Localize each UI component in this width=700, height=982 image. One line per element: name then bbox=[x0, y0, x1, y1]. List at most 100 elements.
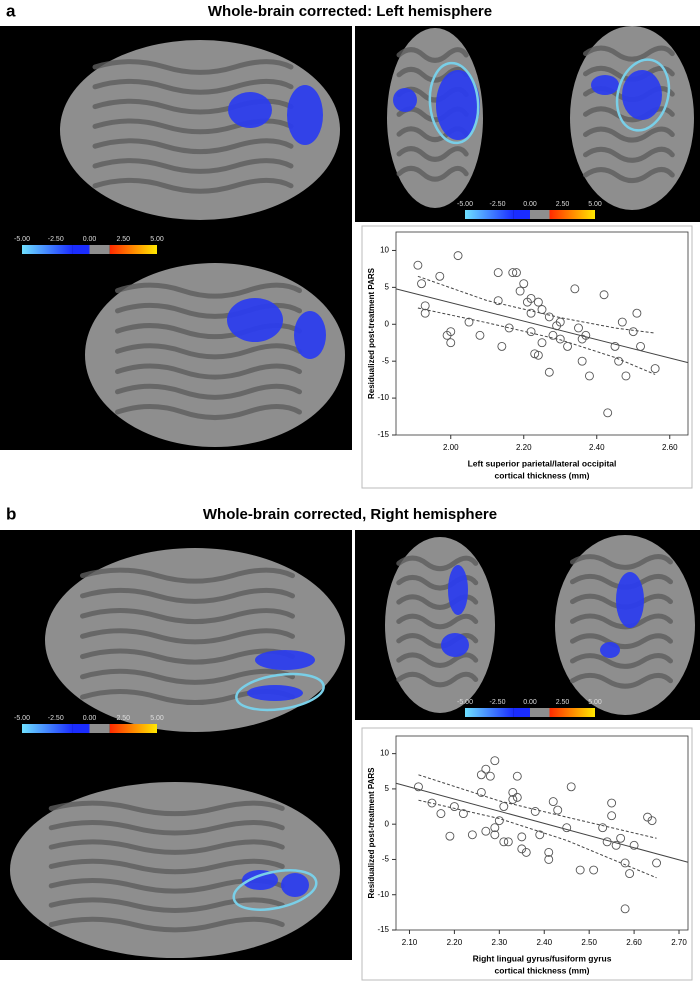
data-point bbox=[602, 837, 612, 847]
data-point bbox=[617, 317, 627, 327]
activation bbox=[616, 572, 644, 628]
data-point bbox=[490, 756, 500, 766]
colorbar-label: 2.50 bbox=[556, 201, 570, 208]
ci-line bbox=[418, 774, 657, 839]
brain-sulcus bbox=[396, 613, 479, 630]
data-point bbox=[555, 334, 565, 344]
brain-sulcus bbox=[80, 587, 295, 604]
brain-sulcus bbox=[583, 167, 675, 184]
colorbar-warm bbox=[109, 724, 157, 733]
data-point bbox=[427, 798, 437, 808]
y-tick-label: -5 bbox=[382, 855, 390, 864]
brain-sulcus bbox=[92, 158, 294, 174]
data-point bbox=[493, 268, 503, 278]
activation bbox=[281, 873, 309, 897]
data-point bbox=[533, 297, 543, 307]
colorbar-label: -2.50 bbox=[48, 236, 64, 243]
x-tick-label: 2.60 bbox=[626, 938, 642, 947]
data-point bbox=[517, 832, 527, 842]
panel-label: b bbox=[6, 504, 16, 523]
data-point bbox=[446, 338, 456, 348]
data-point bbox=[417, 279, 426, 289]
data-point bbox=[650, 364, 660, 374]
data-point bbox=[481, 764, 491, 774]
colorbar-label: 0.00 bbox=[83, 236, 97, 243]
data-point bbox=[629, 840, 639, 850]
data-point bbox=[562, 823, 572, 833]
brain-sulcus bbox=[570, 613, 673, 630]
data-point bbox=[515, 286, 525, 296]
data-point bbox=[420, 301, 430, 311]
data-point bbox=[530, 807, 540, 816]
colorbar-gray bbox=[530, 708, 550, 717]
data-point bbox=[508, 795, 518, 804]
data-point bbox=[544, 847, 554, 857]
ci-line bbox=[418, 799, 657, 879]
data-point bbox=[475, 330, 485, 340]
data-point bbox=[493, 296, 503, 306]
data-point bbox=[420, 308, 430, 318]
x-axis-label: Right lingual gyrus/fusiform gyrus bbox=[473, 953, 612, 963]
colorbar-blue bbox=[72, 245, 90, 254]
brain-sulcus bbox=[48, 800, 285, 817]
brain-sulcus bbox=[583, 146, 675, 163]
y-tick-label: 0 bbox=[385, 319, 390, 328]
x-tick-label: 2.40 bbox=[536, 938, 552, 947]
brain-sulcus bbox=[570, 653, 673, 669]
colorbar-label: 5.00 bbox=[150, 236, 164, 243]
data-point bbox=[521, 847, 531, 857]
colorbar-cool bbox=[465, 210, 514, 219]
data-point bbox=[537, 338, 547, 348]
data-point bbox=[636, 341, 645, 351]
colorbar-label: -2.50 bbox=[490, 699, 506, 706]
x-tick-label: 2.00 bbox=[443, 443, 459, 452]
brain-sulcus bbox=[80, 668, 295, 685]
data-point bbox=[570, 284, 580, 294]
roi-ring bbox=[235, 672, 325, 712]
colorbar-blue bbox=[513, 708, 530, 717]
y-tick-label: -10 bbox=[377, 890, 389, 899]
data-point bbox=[526, 327, 536, 337]
x-tick-label: 2.10 bbox=[402, 938, 418, 947]
activation bbox=[227, 298, 283, 342]
brain-sulcus bbox=[80, 608, 295, 625]
colorbar-cool bbox=[465, 708, 514, 717]
colorbar-label: -5.00 bbox=[457, 699, 473, 706]
colorbar-cool bbox=[22, 245, 73, 254]
data-point bbox=[485, 771, 495, 781]
data-point bbox=[446, 327, 456, 337]
ci-line bbox=[417, 275, 656, 334]
colorbar-blue bbox=[72, 724, 90, 733]
x-tick-label: 2.20 bbox=[516, 443, 532, 452]
brain-sulcus bbox=[115, 404, 302, 420]
plot-area bbox=[395, 231, 689, 436]
y-tick-label: -5 bbox=[382, 356, 390, 365]
colorbar-warm bbox=[549, 708, 595, 717]
data-point bbox=[508, 787, 518, 797]
brain-sulcus bbox=[48, 916, 285, 933]
data-point bbox=[490, 823, 500, 833]
colorbar-cool bbox=[22, 724, 73, 733]
data-point bbox=[414, 782, 423, 792]
brain-sulcus bbox=[92, 138, 294, 155]
data-point bbox=[625, 869, 635, 879]
activation bbox=[255, 650, 315, 670]
data-point bbox=[585, 371, 594, 381]
brain-sulcus bbox=[48, 839, 285, 855]
brain-sulcus bbox=[80, 567, 295, 584]
activation bbox=[622, 70, 662, 120]
roi-ring bbox=[232, 869, 318, 911]
data-point bbox=[537, 305, 547, 314]
data-point bbox=[621, 371, 631, 381]
y-tick-label: -15 bbox=[377, 925, 389, 934]
data-point bbox=[445, 831, 455, 841]
ci-line bbox=[417, 307, 656, 375]
colorbar-label: -2.50 bbox=[490, 201, 506, 208]
colorbar-label: 5.00 bbox=[588, 699, 602, 706]
brain-sulcus bbox=[396, 652, 479, 668]
brain-sulcus bbox=[115, 282, 302, 299]
data-point bbox=[499, 802, 509, 811]
data-point bbox=[652, 858, 662, 868]
colorbar-label: 2.50 bbox=[116, 236, 130, 243]
